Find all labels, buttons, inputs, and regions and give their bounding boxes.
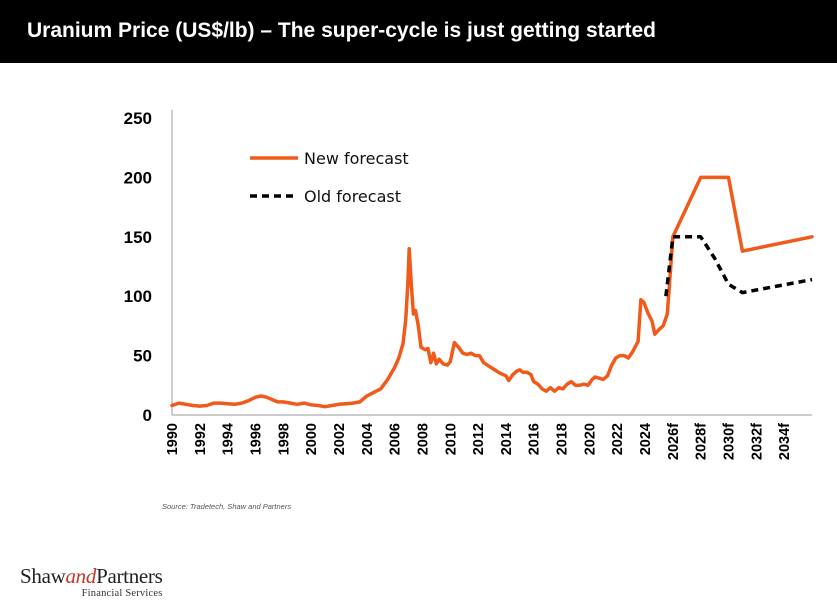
series-layer bbox=[170, 175, 814, 409]
x-tick-label: 1992 bbox=[193, 423, 209, 455]
x-tick-label: 2002 bbox=[332, 423, 348, 455]
logo-subtitle: Financial Services bbox=[81, 588, 163, 599]
x-tick-label: 2016 bbox=[527, 423, 543, 455]
x-tick-label: 2006 bbox=[388, 423, 404, 455]
x-tick-label: 2004 bbox=[360, 423, 376, 455]
x-tick-label: 2022 bbox=[610, 423, 626, 455]
legend-old-forecast-label: Old forecast bbox=[304, 187, 401, 206]
logo-word-partners: Partners bbox=[96, 564, 163, 588]
shaw-and-partners-logo: ShawandPartners Financial Services bbox=[20, 564, 163, 600]
x-tick-label: 2034f bbox=[777, 423, 793, 460]
x-tick-label: 1994 bbox=[221, 423, 237, 455]
x-tick-label: 2020 bbox=[582, 423, 598, 455]
x-axis: 1990 1992 1994 1996 1998 2000 2002 2004 2006 2008… bbox=[165, 423, 793, 460]
x-tick-label: 2032f bbox=[749, 423, 765, 460]
y-tick-label: 100 bbox=[124, 287, 152, 306]
y-axis: 0 50 100 150 200 250 bbox=[124, 109, 152, 425]
source-note: Source: Tradetech, Shaw and Partners bbox=[162, 502, 292, 511]
y-tick-label: 150 bbox=[124, 228, 152, 247]
y-tick-label: 200 bbox=[124, 168, 152, 187]
title-bar: Uranium Price (US$/lb) – The super-cycle… bbox=[0, 0, 837, 63]
x-tick-label: 2024 bbox=[638, 423, 654, 455]
x-tick-label: 1990 bbox=[165, 423, 181, 455]
x-tick-label: 2026f bbox=[666, 423, 682, 460]
logo-word-and: and bbox=[65, 564, 97, 588]
y-tick-label: 0 bbox=[143, 406, 152, 425]
x-tick-label: 2014 bbox=[499, 423, 515, 455]
x-tick-label: 2030f bbox=[722, 423, 738, 460]
x-tick-label: 2010 bbox=[443, 423, 459, 455]
page-title: Uranium Price (US$/lb) – The super-cycle… bbox=[27, 19, 656, 42]
x-tick-label: 2018 bbox=[555, 423, 571, 455]
logo-word-shaw: Shaw bbox=[20, 564, 66, 588]
old-forecast-line bbox=[664, 235, 813, 297]
x-tick-label: 1998 bbox=[276, 423, 292, 455]
x-tick-label: 2012 bbox=[471, 423, 487, 455]
y-tick-label: 50 bbox=[133, 347, 152, 366]
x-tick-label: 2028f bbox=[694, 423, 710, 460]
new-forecast-line bbox=[170, 175, 814, 409]
uranium-price-chart: 0 50 100 150 200 250 1990 1992 1994 1996 1998 2000… bbox=[124, 109, 814, 460]
legend-new-forecast-label: New forecast bbox=[304, 149, 409, 168]
x-tick-label: 2000 bbox=[304, 423, 320, 455]
x-tick-label: 1996 bbox=[248, 423, 264, 455]
x-tick-label: 2008 bbox=[415, 423, 431, 455]
legend: New forecast Old forecast bbox=[250, 149, 409, 206]
y-tick-label: 250 bbox=[124, 109, 152, 128]
axis-lines bbox=[171, 110, 812, 416]
